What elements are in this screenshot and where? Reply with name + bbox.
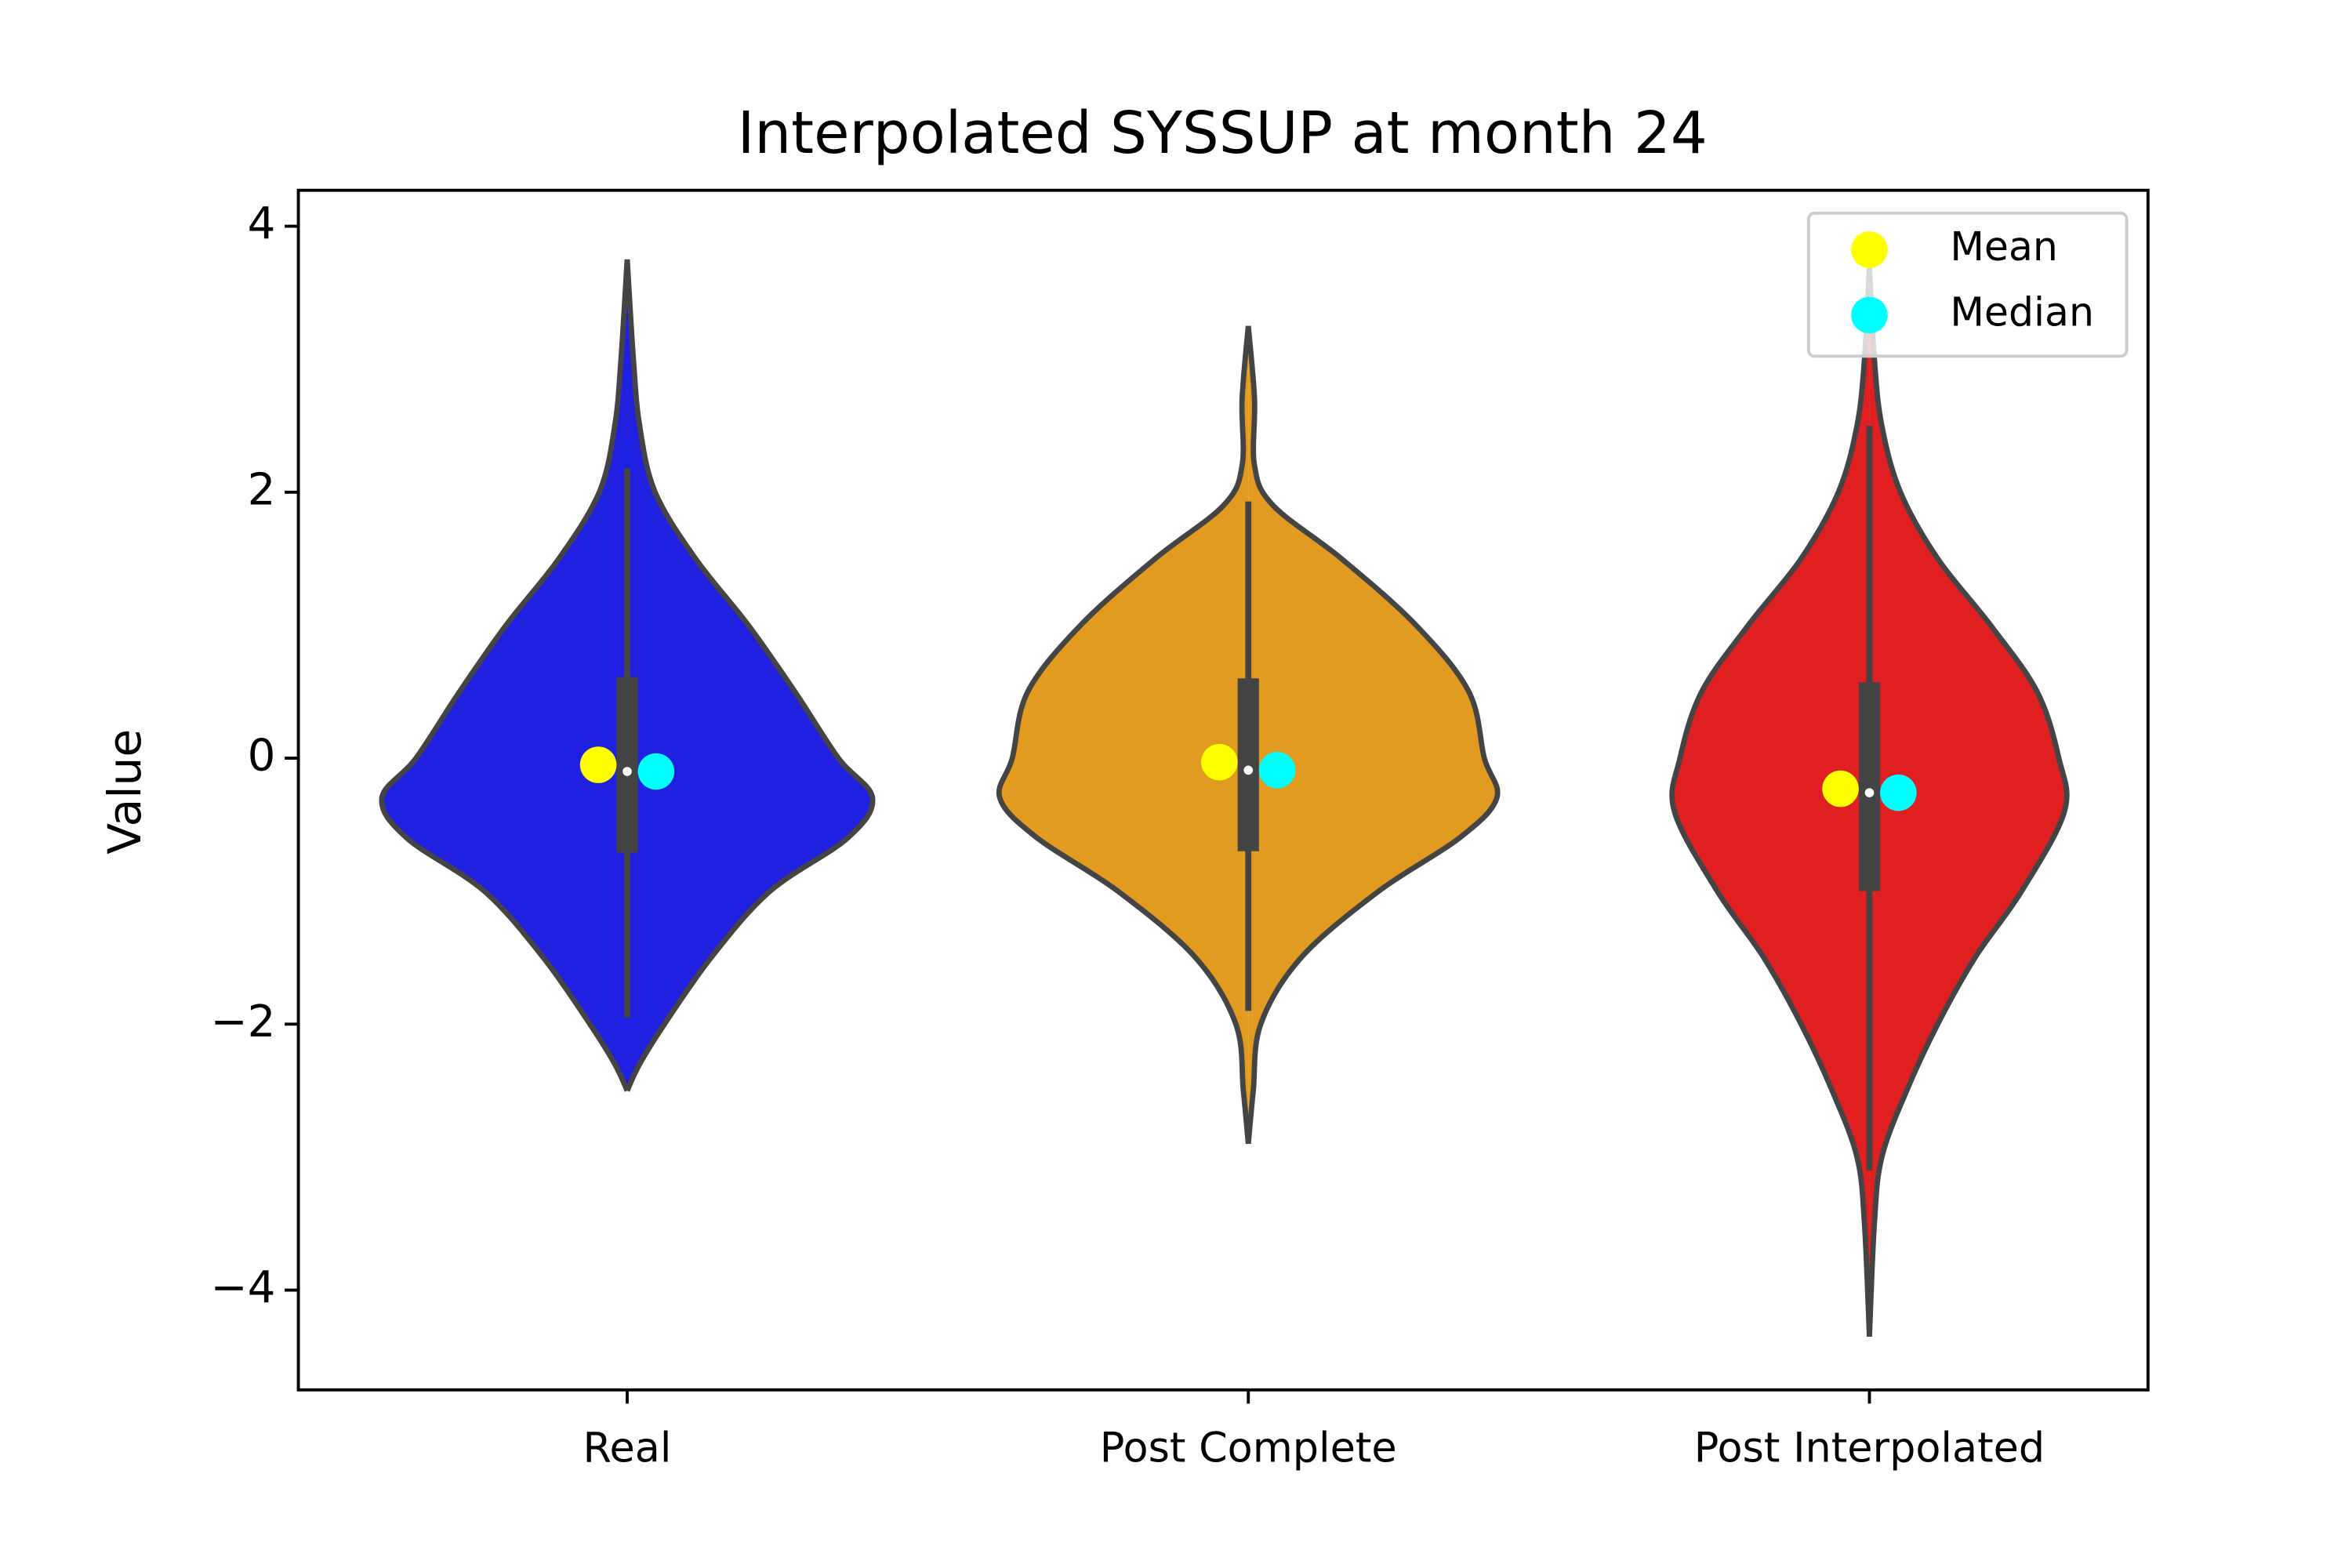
legend-box — [1806, 211, 2129, 358]
violin-outline — [379, 259, 630, 1092]
chart-title: Interpolated SYSSUP at month 24 — [738, 100, 1708, 167]
legend-label: Median — [1950, 289, 2094, 335]
stat-marker — [1201, 743, 1238, 781]
stat-marker — [1822, 770, 1859, 808]
stat-marker — [1258, 752, 1296, 789]
violin-body — [1248, 325, 1498, 1144]
violin-body — [381, 259, 627, 1091]
median-dot — [1243, 765, 1254, 775]
box — [616, 677, 638, 853]
box — [1237, 678, 1259, 851]
x-tick-label: Real — [583, 1424, 672, 1472]
x-tick-label: Post Complete — [1100, 1424, 1397, 1472]
y-tick-label: 2 — [248, 464, 276, 515]
y-tick-label: −4 — [210, 1262, 275, 1313]
legend: Mean Median — [1806, 211, 2129, 358]
median-dot — [622, 767, 632, 776]
violin-outline — [1867, 266, 2070, 1338]
y-tick-label: 0 — [248, 731, 276, 782]
violin-outline — [1245, 325, 1501, 1145]
plot-frame — [296, 188, 2150, 1392]
stat-marker — [637, 753, 675, 790]
legend-label: Mean — [1950, 223, 2058, 270]
x-tick-label: Post Interpolated — [1694, 1424, 2045, 1472]
legend-marker — [1851, 296, 1888, 334]
box — [1858, 682, 1881, 891]
violin-outline — [996, 325, 1251, 1145]
y-tick-label: 4 — [248, 198, 276, 249]
stat-marker — [1880, 774, 1917, 811]
violin-body — [627, 259, 873, 1091]
legend-marker — [1851, 231, 1888, 268]
violin-body — [999, 325, 1249, 1144]
y-axis-label: Value — [98, 729, 151, 855]
stat-marker — [579, 746, 617, 783]
median-dot — [1864, 788, 1875, 797]
y-tick-label: −2 — [210, 996, 275, 1047]
violin-outline — [624, 259, 876, 1092]
violin-outline — [1669, 266, 1872, 1338]
